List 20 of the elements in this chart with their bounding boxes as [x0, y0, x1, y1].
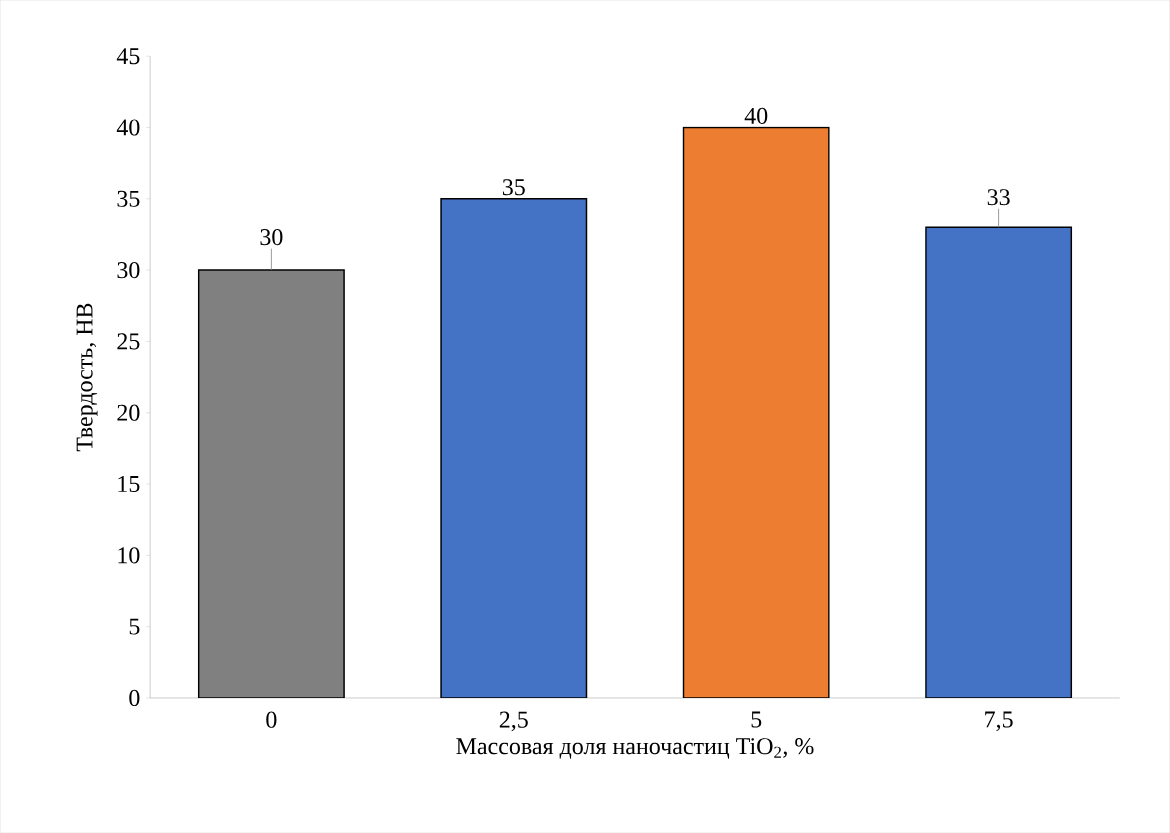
y-tick-label: 45	[116, 48, 140, 65]
x-tick-label: 0	[266, 711, 277, 728]
y-tick-label: 10	[118, 547, 140, 564]
data-label: 30	[260, 228, 283, 246]
y-tick-label: 20	[117, 404, 140, 421]
x-axis-title: Массовая доля наночастиц TiO$_{2}$, %	[456, 738, 814, 759]
x-tick-label: 2,5	[499, 711, 528, 732]
y-tick-label: 35	[117, 190, 140, 207]
data-label: 40	[744, 107, 768, 124]
y-tick-label: 5	[129, 618, 140, 635]
data-label: 35	[502, 179, 525, 196]
x-tick-label: 5	[751, 711, 762, 728]
y-tick-label: 0	[129, 689, 140, 706]
x-tick-label: 7,5	[985, 711, 1013, 731]
data-label: 33	[987, 189, 1010, 206]
y-tick-label: 30	[117, 261, 140, 279]
y-tick-label: 25	[117, 333, 140, 350]
y-tick-label: 15	[118, 475, 140, 493]
y-tick-label: 40	[116, 119, 140, 136]
y-axis-title: Твердость, HB	[76, 303, 98, 452]
